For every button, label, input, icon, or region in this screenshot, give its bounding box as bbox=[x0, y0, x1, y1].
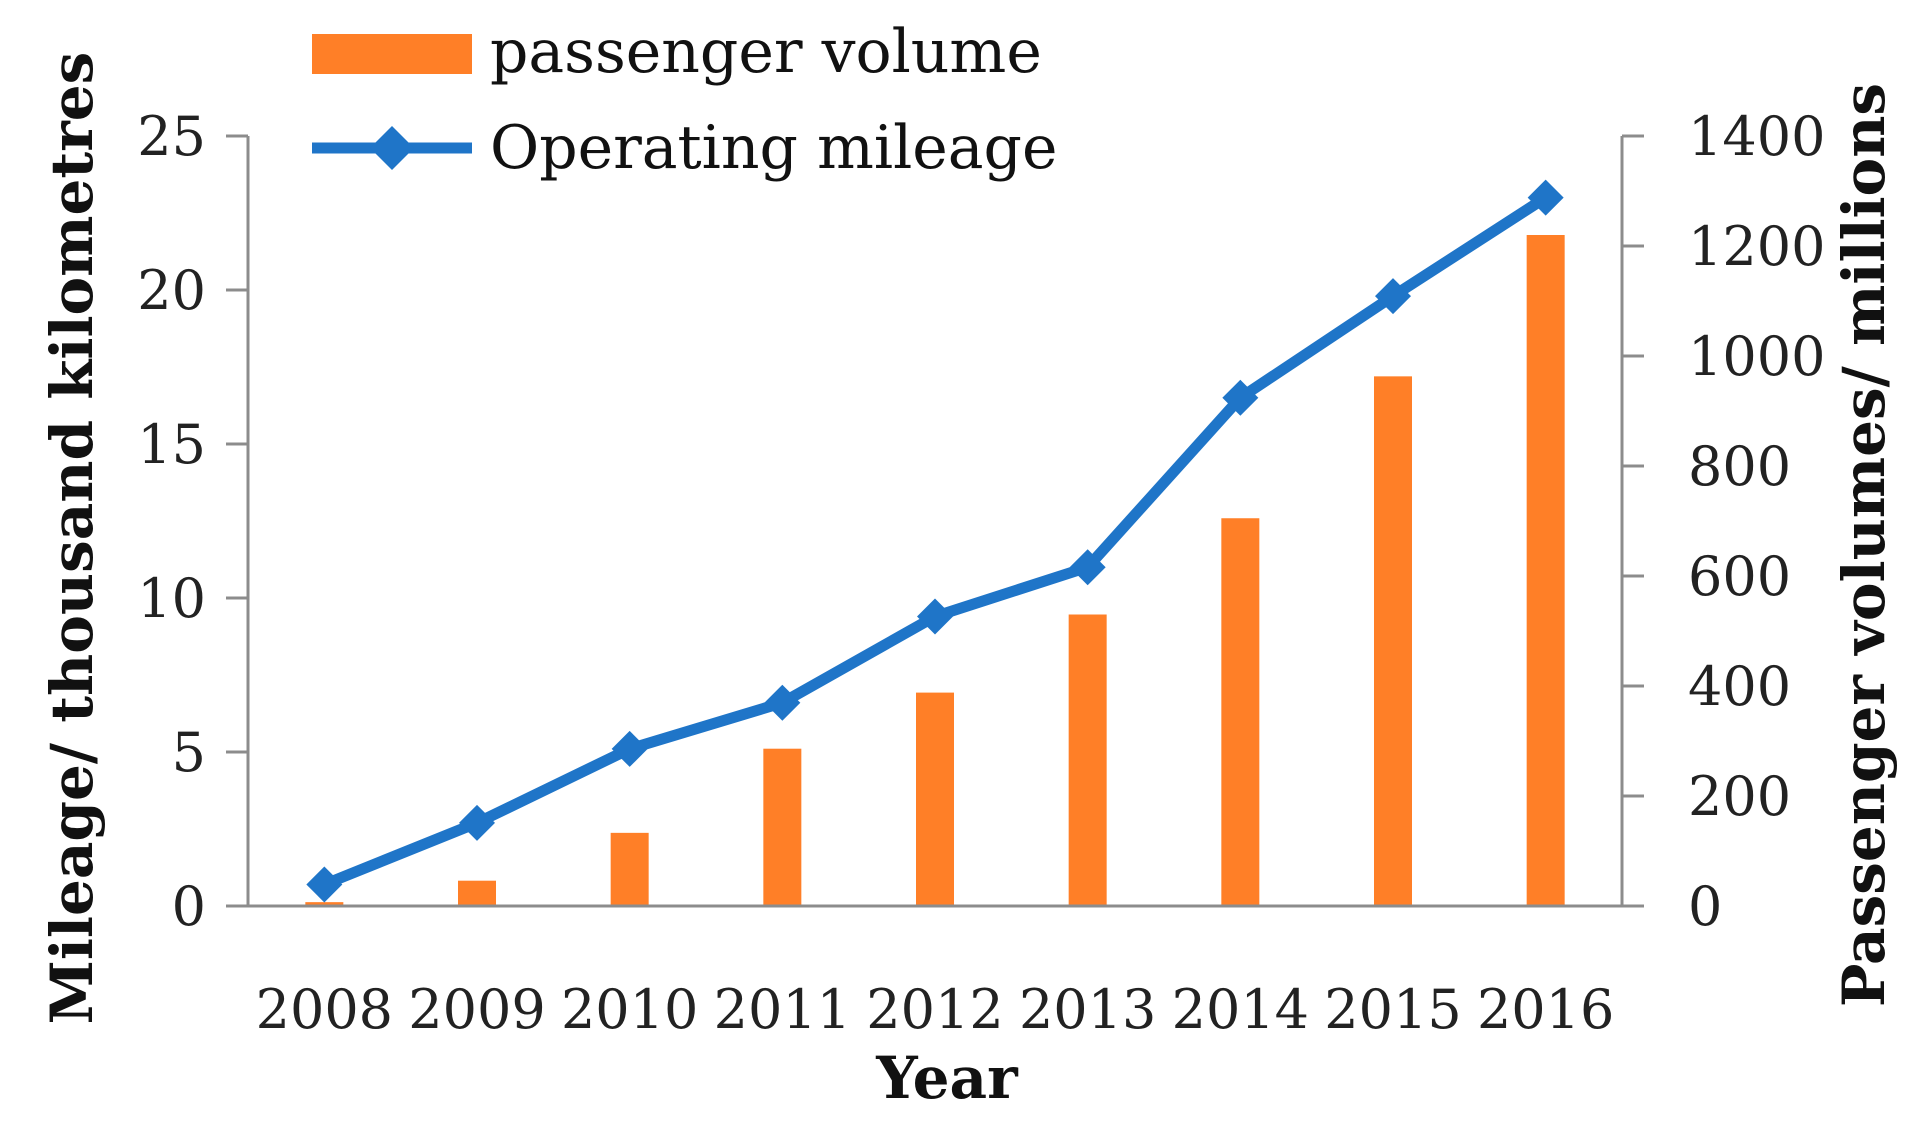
line-point-2012 bbox=[917, 598, 953, 635]
right-tick-label: 1200 bbox=[1688, 215, 1825, 278]
bar-2012 bbox=[916, 692, 954, 906]
line-point-2015 bbox=[1375, 278, 1411, 315]
legend-marker-diamond-icon bbox=[370, 126, 414, 170]
x-axis-ticks: 2008 2009 2010 2011 2012 2013 2014 2015 2016 bbox=[256, 978, 1615, 1041]
line-point-2010 bbox=[611, 730, 648, 767]
left-tick-label: 15 bbox=[137, 413, 206, 476]
right-axis-ticks: 0 200 400 600 800 1000 1200 1400 bbox=[1622, 105, 1825, 938]
bar-2011 bbox=[763, 748, 802, 906]
right-tick-label: 200 bbox=[1688, 765, 1791, 828]
x-tick-label: 2012 bbox=[866, 978, 1003, 1041]
legend: passenger volume Operating mileage bbox=[312, 17, 1057, 183]
x-tick-label: 2009 bbox=[408, 978, 545, 1041]
legend-label-passenger-volume: passenger volume bbox=[490, 17, 1042, 87]
line-point-2014 bbox=[1222, 379, 1259, 416]
x-tick-label: 2013 bbox=[1019, 978, 1156, 1041]
right-tick-label: 600 bbox=[1688, 545, 1791, 608]
left-tick-label: 0 bbox=[172, 875, 206, 938]
bar-2013 bbox=[1068, 614, 1107, 906]
left-axis-title: Mileage/ thousand kilometres bbox=[38, 52, 106, 1025]
line-point-2008 bbox=[306, 866, 343, 903]
line-point-2011 bbox=[764, 684, 801, 721]
bar-series-passenger-volume bbox=[305, 235, 1565, 907]
legend-swatch-passenger-volume bbox=[312, 34, 472, 74]
bar-2009 bbox=[458, 880, 496, 906]
bar-2008 bbox=[305, 902, 344, 906]
right-tick-label: 800 bbox=[1688, 435, 1791, 498]
x-tick-label: 2010 bbox=[561, 978, 698, 1041]
left-tick-label: 10 bbox=[137, 567, 206, 630]
right-tick-label: 1000 bbox=[1688, 325, 1825, 388]
axes bbox=[246, 136, 1624, 908]
x-tick-label: 2008 bbox=[256, 978, 393, 1041]
right-tick-label: 400 bbox=[1688, 655, 1791, 718]
left-tick-label: 25 bbox=[137, 105, 206, 168]
right-tick-label: 1400 bbox=[1688, 105, 1825, 168]
x-tick-label: 2016 bbox=[1477, 978, 1614, 1041]
left-axis-ticks: 0 5 10 15 20 25 bbox=[137, 105, 248, 938]
line-point-2016 bbox=[1527, 179, 1564, 216]
legend-label-operating-mileage: Operating mileage bbox=[490, 113, 1057, 183]
bar-2010 bbox=[610, 832, 649, 906]
line-series-operating-mileage bbox=[306, 179, 1564, 903]
x-tick-label: 2015 bbox=[1324, 978, 1461, 1041]
x-axis-title: Year bbox=[875, 1044, 1019, 1112]
bar-2015 bbox=[1374, 376, 1412, 907]
line-point-2009 bbox=[459, 804, 495, 841]
x-tick-label: 2011 bbox=[714, 978, 851, 1041]
right-tick-label: 0 bbox=[1688, 875, 1722, 938]
bar-2016 bbox=[1526, 235, 1565, 906]
x-tick-label: 2014 bbox=[1172, 978, 1309, 1041]
bar-2014 bbox=[1221, 518, 1260, 906]
right-axis-title: Passenger volumes/ millions bbox=[1830, 83, 1898, 1007]
left-tick-label: 20 bbox=[137, 259, 206, 322]
line-point-2013 bbox=[1069, 549, 1106, 586]
left-tick-label: 5 bbox=[172, 721, 206, 784]
